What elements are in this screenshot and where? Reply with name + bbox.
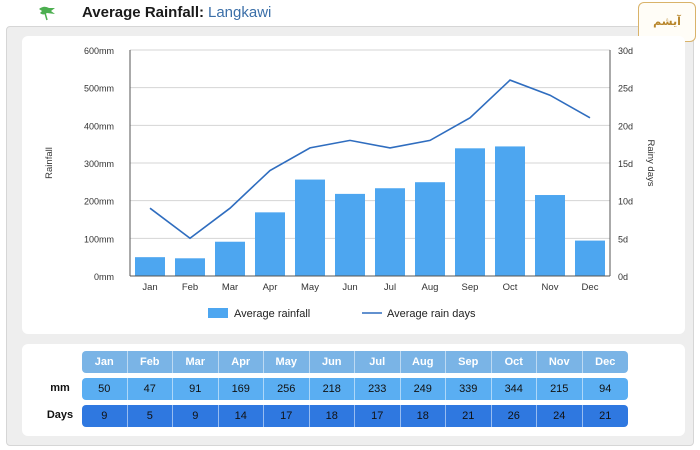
mm-cell: 339 — [446, 378, 492, 400]
days-cell: 21 — [446, 405, 492, 427]
mm-cell: 249 — [400, 378, 446, 400]
page-title: Average Rainfall: Langkawi — [82, 4, 271, 21]
days-cell: 9 — [82, 405, 128, 427]
y2-axis-title: Rainy days — [645, 140, 656, 187]
x-tick-label: Jul — [384, 282, 396, 293]
mm-cell: 233 — [355, 378, 401, 400]
x-tick-label: Jun — [342, 282, 357, 293]
y2-tick-label: 30d — [618, 46, 633, 56]
y-tick-label: 0mm — [94, 272, 114, 282]
mm-cell: 50 — [82, 378, 128, 400]
months-cell: Nov — [537, 351, 583, 373]
days-cell: 26 — [491, 405, 537, 427]
months-cell: Jul — [355, 351, 401, 373]
days-cell: 5 — [127, 405, 173, 427]
days-cell: 14 — [218, 405, 264, 427]
bar-mar — [215, 241, 245, 276]
mm-cell: 344 — [491, 378, 537, 400]
mm-row-label: mm — [50, 382, 70, 394]
mm-cell: 47 — [127, 378, 173, 400]
y-tick-label: 300mm — [84, 159, 114, 169]
rainfall-chart: 0mm 0d 100mm 5d 200mm 10d 300mm 15d 400mm 20d 500m… — [44, 46, 656, 320]
data-table: Jan Feb Mar Apr May Jun Jul Aug Sep Oct Nov Dec mm 50… — [22, 344, 685, 436]
y-axis-title: Rainfall — [44, 147, 55, 179]
y2-tick-label: 0d — [618, 272, 628, 282]
months-cell: Sep — [446, 351, 492, 373]
mm-cell: 256 — [264, 378, 310, 400]
legend-swatch-rainfall — [208, 308, 228, 318]
x-tick-label: May — [301, 282, 319, 293]
legend-label-rain-days: Average rain days — [387, 308, 476, 320]
mm-cell: 169 — [218, 378, 264, 400]
y-tick-label: 400mm — [84, 121, 114, 131]
bar-apr — [255, 212, 285, 276]
months-cell: Jan — [82, 351, 128, 373]
y-tick-label: 500mm — [84, 84, 114, 94]
bar-dec — [575, 240, 605, 276]
rain-days-line — [149, 79, 591, 240]
y2-tick-label: 15d — [618, 159, 633, 169]
rain-cloud-icon — [39, 6, 55, 21]
site-logo[interactable]: آیشم — [638, 2, 696, 42]
bar-nov — [535, 195, 565, 276]
title-text: Average Rainfall: — [82, 4, 204, 21]
mm-cell: 94 — [582, 378, 628, 400]
months-cell: Dec — [582, 351, 628, 373]
days-cell: 18 — [400, 405, 446, 427]
x-tick-label: Oct — [503, 282, 518, 293]
bar-feb — [175, 258, 205, 276]
x-tick-label: Mar — [222, 282, 238, 293]
y-tick-label: 100mm — [84, 234, 114, 244]
mm-cell: 218 — [309, 378, 355, 400]
location-name: Langkawi — [208, 4, 272, 21]
bar-jun — [335, 193, 365, 276]
x-tick-label: Sep — [462, 282, 479, 293]
bar-aug — [415, 182, 445, 276]
mm-cell: 215 — [537, 378, 583, 400]
y2-tick-label: 5d — [618, 234, 628, 244]
days-row-label: Days — [46, 409, 74, 421]
days-cell: 17 — [264, 405, 310, 427]
days-cell: 18 — [309, 405, 355, 427]
header: Average Rainfall: Langkawi — [0, 0, 700, 26]
y2-tick-label: 20d — [618, 121, 633, 131]
days-cell: 9 — [173, 405, 219, 427]
months-cell: Aug — [400, 351, 446, 373]
x-tick-label: Feb — [182, 282, 198, 293]
y-tick-label: 200mm — [84, 197, 114, 207]
months-cell: Jun — [309, 351, 355, 373]
days-cell: 21 — [582, 405, 628, 427]
mm-cell: 91 — [173, 378, 219, 400]
x-tick-label: Jan — [142, 282, 157, 293]
months-cell: Apr — [218, 351, 264, 373]
bar-sep — [455, 148, 485, 276]
x-tick-label: Aug — [422, 282, 439, 293]
x-tick-label: Nov — [542, 282, 559, 293]
legend-label-rainfall: Average rainfall — [234, 308, 310, 320]
bar-oct — [495, 146, 525, 276]
chart-panel: 0mm 0d 100mm 5d 200mm 10d 300mm 15d 400mm 20d 500m… — [22, 36, 685, 334]
months-cell: Feb — [127, 351, 173, 373]
days-cell: 24 — [537, 405, 583, 427]
months-cell: May — [264, 351, 310, 373]
y2-tick-label: 25d — [618, 84, 633, 94]
days-cell: 17 — [355, 405, 401, 427]
x-tick-label: Dec — [582, 282, 599, 293]
bar-jul — [375, 188, 405, 276]
site-logo-text: آیشم — [653, 16, 681, 28]
y2-tick-label: 10d — [618, 197, 633, 207]
y-tick-label: 600mm — [84, 46, 114, 56]
x-tick-label: Apr — [263, 282, 278, 293]
months-cell: Mar — [173, 351, 219, 373]
months-cell: Oct — [491, 351, 537, 373]
bar-may — [295, 179, 325, 276]
bar-jan — [135, 257, 165, 276]
